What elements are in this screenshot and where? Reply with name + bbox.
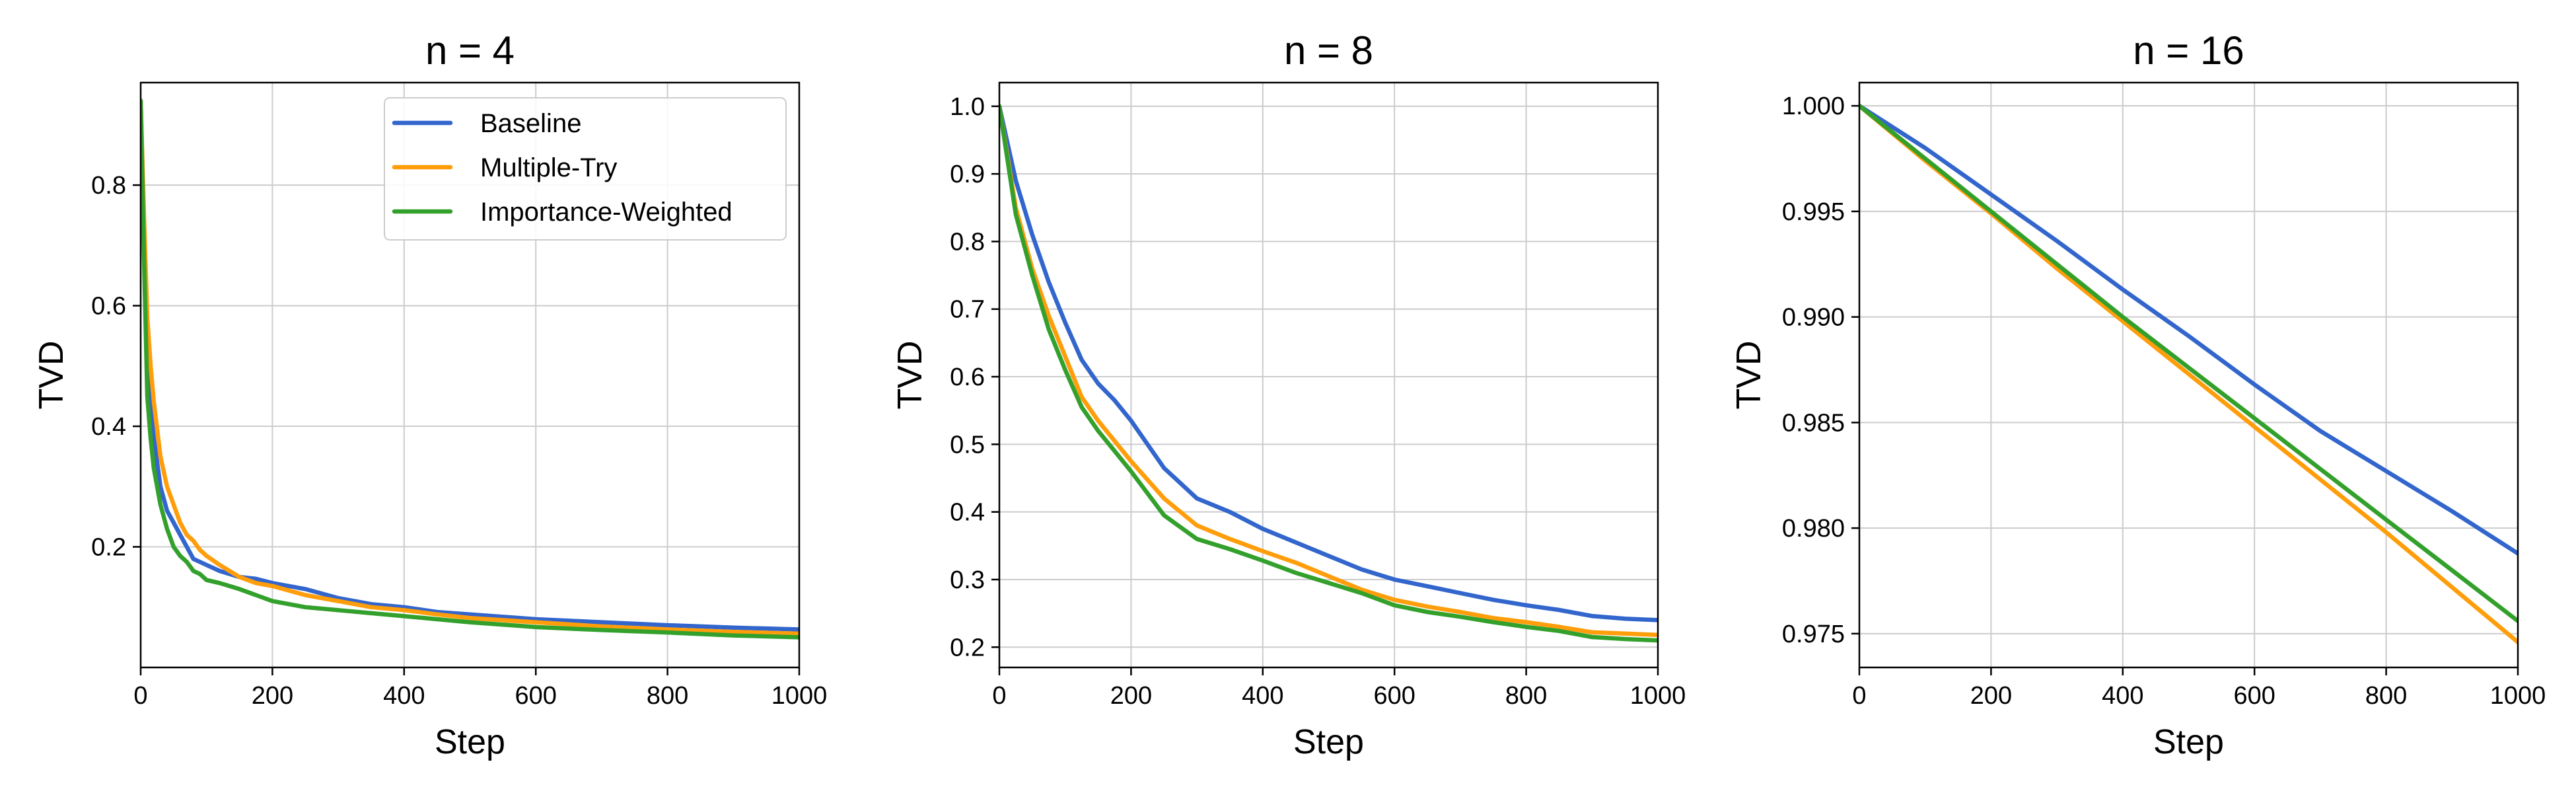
legend-box [384, 97, 787, 241]
x-tick-label: 600 [2233, 682, 2275, 710]
y-tick-label: 0.8 [950, 228, 985, 256]
series-lines [1859, 103, 2518, 644]
y-axis-label: TVD [891, 341, 929, 410]
series-lines [999, 104, 1658, 643]
y-tick-label: 0.7 [950, 296, 985, 324]
y-tick-label: 0.985 [1782, 409, 1845, 437]
axes-frame [1858, 81, 2519, 669]
chart-title: n = 8 [1284, 28, 1373, 73]
x-tick-label: 200 [252, 682, 293, 710]
x-tick-label: 1000 [2490, 682, 2546, 710]
series-line-baseline [999, 104, 1658, 623]
x-axis-label: Step [1293, 723, 1364, 761]
x-tick-label: 0 [1852, 682, 1866, 710]
y-tick-label: 0.4 [950, 499, 985, 527]
chart-title: n = 4 [425, 28, 515, 73]
x-tick-label: 200 [1970, 682, 2012, 710]
x-tick-label: 400 [1242, 682, 1283, 710]
y-tick-label: 1.000 [1782, 93, 1845, 120]
series-line-multiple-try [999, 104, 1658, 638]
y-tick-label: 0.2 [950, 634, 985, 661]
x-tick-label: 600 [1373, 682, 1415, 710]
y-tick-label: 0.8 [91, 172, 126, 200]
x-tick-label: 800 [2365, 682, 2407, 710]
y-tick-label: 0.6 [950, 363, 985, 391]
y-tick-label: 0.980 [1782, 515, 1845, 543]
legend-label-baseline: Baseline [480, 109, 581, 138]
y-tick-label: 1.0 [950, 93, 985, 121]
y-tick-label: 0.6 [91, 293, 126, 321]
series-line-baseline [1859, 103, 2518, 556]
chart-title: n = 16 [2133, 28, 2244, 73]
legend-label-importance-weighted: Importance-Weighted [480, 198, 733, 227]
x-tick-label: 800 [647, 682, 688, 710]
x-tick-label: 400 [383, 682, 425, 710]
x-tick-label: 800 [1505, 682, 1547, 710]
chart-panel-2: 0 200 400 600 800 1000 0.2 0.3 0.4 0.5 0.6 0.7 0.8 0.… [891, 28, 1686, 761]
legend: Baseline Multiple-Try Importance-Weighted [384, 97, 787, 241]
y-tick-label: 0.995 [1782, 198, 1845, 226]
y-tick-label: 0.9 [950, 161, 985, 188]
x-tick-label: 1000 [771, 682, 828, 710]
legend-label-multiple-try: Multiple-Try [480, 153, 617, 182]
y-tick-label: 0.5 [950, 431, 985, 459]
x-tick-label: 600 [515, 682, 556, 710]
series-line-importance-weighted [999, 104, 1658, 643]
series-line-multiple-try [141, 98, 799, 636]
y-tick-label: 0.990 [1782, 304, 1845, 332]
y-tick-label: 0.2 [91, 534, 126, 562]
x-tick-label: 200 [1110, 682, 1152, 710]
y-tick-label: 0.4 [91, 413, 126, 441]
y-tick-label: 0.3 [950, 566, 985, 594]
x-axis-label: Step [435, 723, 505, 761]
x-tick-label: 0 [992, 682, 1006, 710]
series-line-baseline [141, 98, 799, 632]
y-axis-label: TVD [32, 341, 71, 410]
x-tick-label: 0 [133, 682, 147, 710]
axes-frame [139, 81, 801, 669]
series-lines [141, 98, 799, 640]
x-tick-label: 400 [2102, 682, 2143, 710]
series-line-importance-weighted [1859, 103, 2518, 623]
x-axis-label: Step [2153, 723, 2224, 761]
chart-panel-3: 0 200 400 600 800 1000 0.975 0.980 0.985 0.990 0.9… [1730, 28, 2546, 761]
x-tick-label: 1000 [1630, 682, 1686, 710]
y-tick-label: 0.975 [1782, 621, 1845, 648]
series-line-importance-weighted [141, 98, 799, 640]
y-axis-label: TVD [1730, 341, 1768, 410]
chart-panel-1: 0 200 400 600 800 1000 0.2 0.4 0.6 0.8 n = 4 Step TV… [32, 28, 827, 761]
axes-frame [998, 81, 1659, 669]
